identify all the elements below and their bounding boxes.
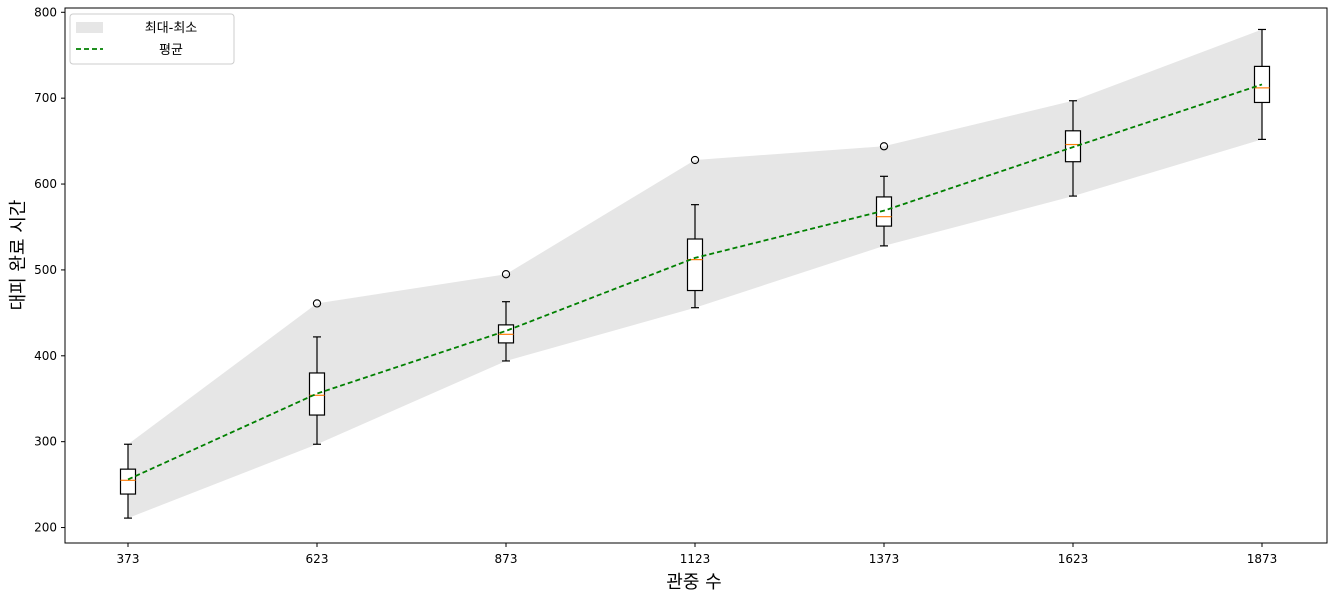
y-tick-label: 400: [34, 349, 57, 363]
mean-series: [127, 83, 1263, 481]
y-tick-label: 600: [34, 177, 57, 191]
box-623: [308, 299, 326, 445]
legend-band-swatch: [76, 22, 103, 33]
outlier-point: [312, 299, 322, 308]
y-tick-label: 500: [34, 263, 57, 277]
iqr-box: [686, 238, 704, 292]
outlier-point: [690, 155, 700, 165]
legend-mean-label: 평균: [159, 43, 183, 58]
y-axis-title: 대피 완료 시간: [8, 200, 29, 311]
x-tick-label: 1123: [680, 552, 711, 566]
box-373: [119, 443, 137, 519]
mean-line: [127, 83, 1263, 481]
plot-area-frame: [64, 7, 1328, 544]
x-tick-label: 373: [117, 552, 140, 566]
y-tick-label: 200: [34, 521, 57, 535]
y-tick-label: 700: [34, 91, 57, 105]
y-tick-label: 800: [34, 5, 57, 19]
x-axis: 373 623 873 1123 1373 1623 1873: [117, 543, 1278, 566]
iqr-box: [119, 468, 137, 495]
legend-frame: [69, 13, 235, 65]
outlier-point: [879, 142, 889, 151]
x-tick-label: 873: [495, 552, 518, 566]
box-1123: [686, 155, 704, 309]
y-axis: 200 300 400 500 600 700 800: [34, 5, 65, 535]
legend-band-label: 최대-최소: [145, 21, 198, 36]
x-tick-label: 1623: [1058, 552, 1089, 566]
legend: 최대-최소 평균: [69, 13, 235, 65]
outlier-point: [501, 270, 511, 279]
x-axis-title: 관중 수: [666, 572, 721, 593]
x-tick-label: 623: [306, 552, 329, 566]
iqr-box: [308, 372, 326, 416]
x-tick-label: 1873: [1247, 552, 1278, 566]
x-tick-label: 1373: [869, 552, 900, 566]
y-tick-label: 300: [34, 435, 57, 449]
